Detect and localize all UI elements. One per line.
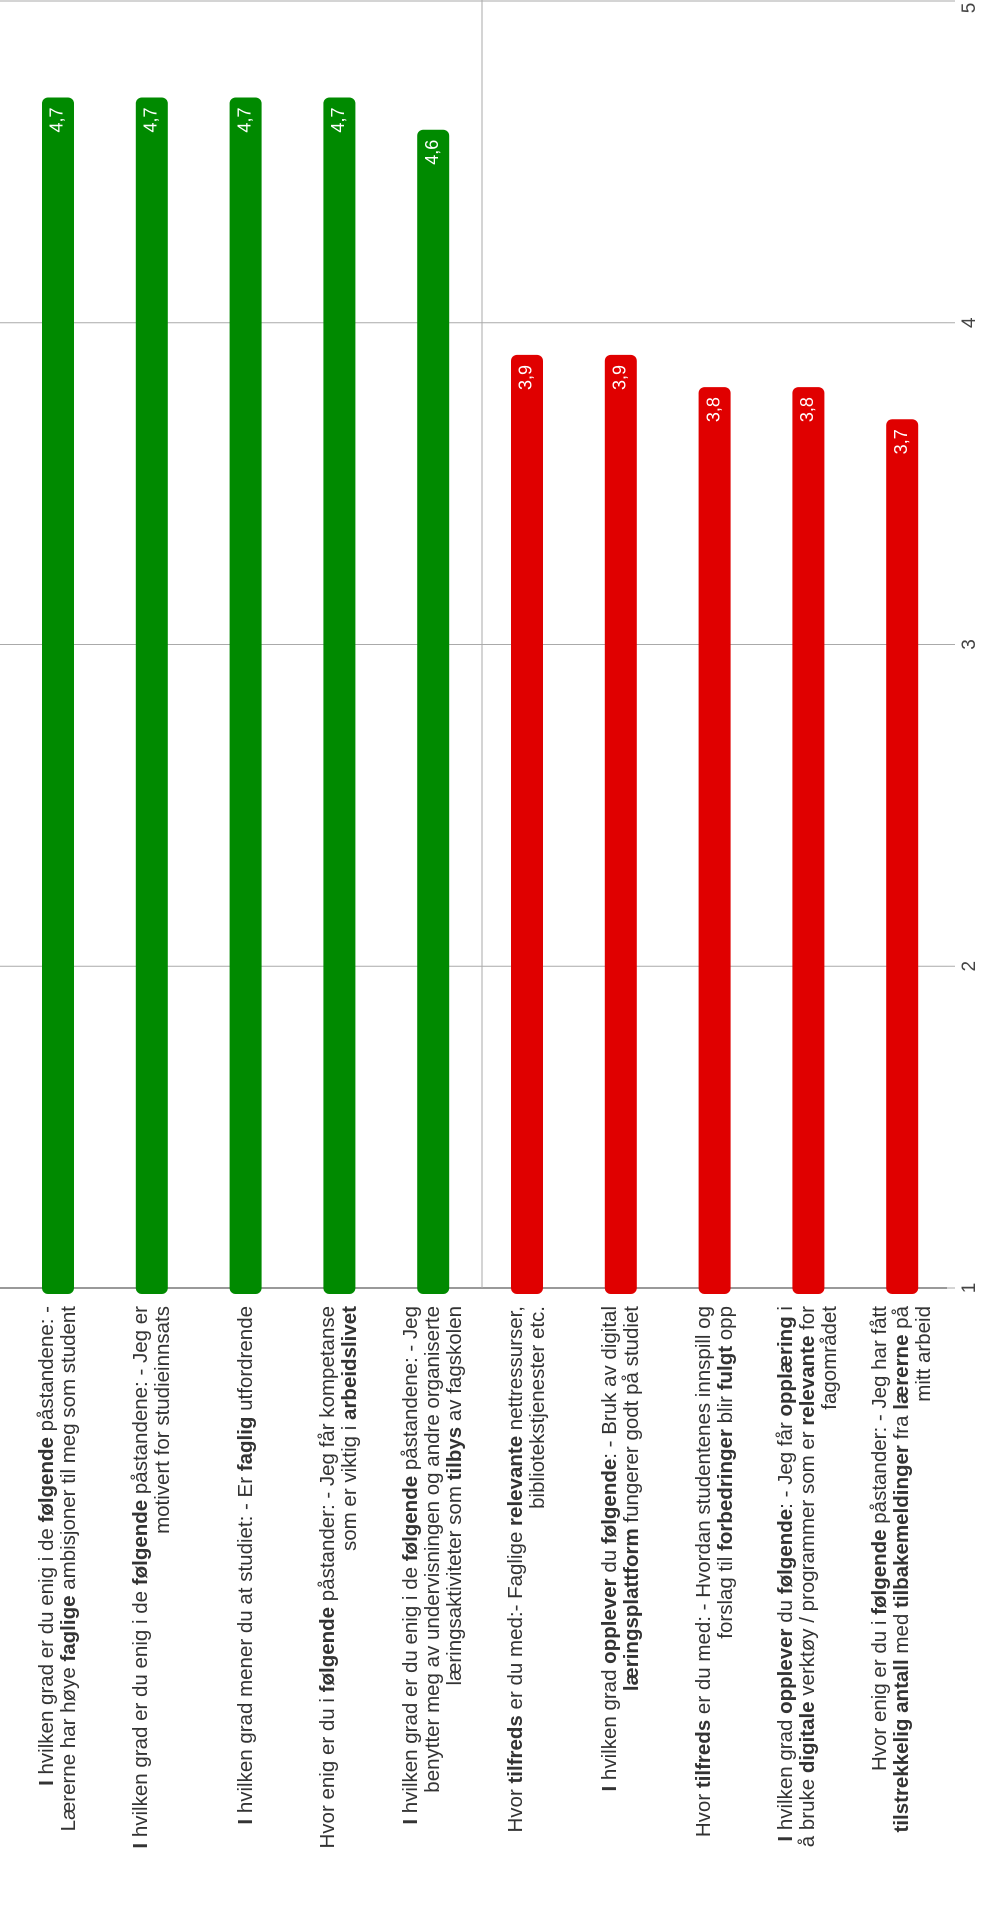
bar-value-label: 4,7 [47,108,67,133]
bar-value-label: 4,7 [234,108,254,133]
category-label: Hvor enig er du i følgende påstander: - … [316,1306,362,1849]
category-label: Hvor tilfreds er du med: - Hvordan stude… [691,1306,737,1838]
bar [323,97,356,1294]
tick-label: 4 [959,317,980,328]
category-label: Hvor enig er du i følgende påstander: - … [868,1306,936,1833]
tick-label: 1 [959,1283,980,1294]
category-label: I hvilken grad opplever du følgende: - B… [597,1306,643,1792]
bar [42,97,74,1294]
bar [511,354,543,1294]
bar [604,354,637,1294]
bar [886,419,919,1294]
bar-value-label: 4,6 [422,140,442,165]
category-label: I hvilken grad er du enig i de følgende … [399,1306,467,1825]
bar [229,97,262,1294]
bar-value-label: 3,8 [797,397,817,422]
category-label: Hvor tilfreds er du med:- Faglige releva… [504,1306,549,1833]
bar [698,387,731,1295]
bar-value-label: 4,7 [141,108,161,133]
category-label: I hvilken grad mener du at studiet: - Er… [233,1306,257,1825]
bar [135,97,168,1294]
bar [417,129,450,1295]
bar [792,387,825,1295]
bar-value-label: 4,7 [328,108,348,133]
category-label: I hvilken grad er du enig i de følgende … [128,1306,174,1849]
bar-value-label: 3,7 [891,429,911,454]
bar-value-label: 3,9 [516,365,536,390]
tick-label: 2 [959,961,980,972]
category-label: I hvilken grad opplever du følgende: - J… [774,1306,842,1848]
tick-label: 5 [959,3,980,14]
tick-label: 3 [959,639,980,650]
bar-value-label: 3,8 [703,397,723,422]
bar-value-label: 3,9 [610,365,630,390]
category-label: I hvilken grad er du enig i de følgende … [35,1306,80,1832]
